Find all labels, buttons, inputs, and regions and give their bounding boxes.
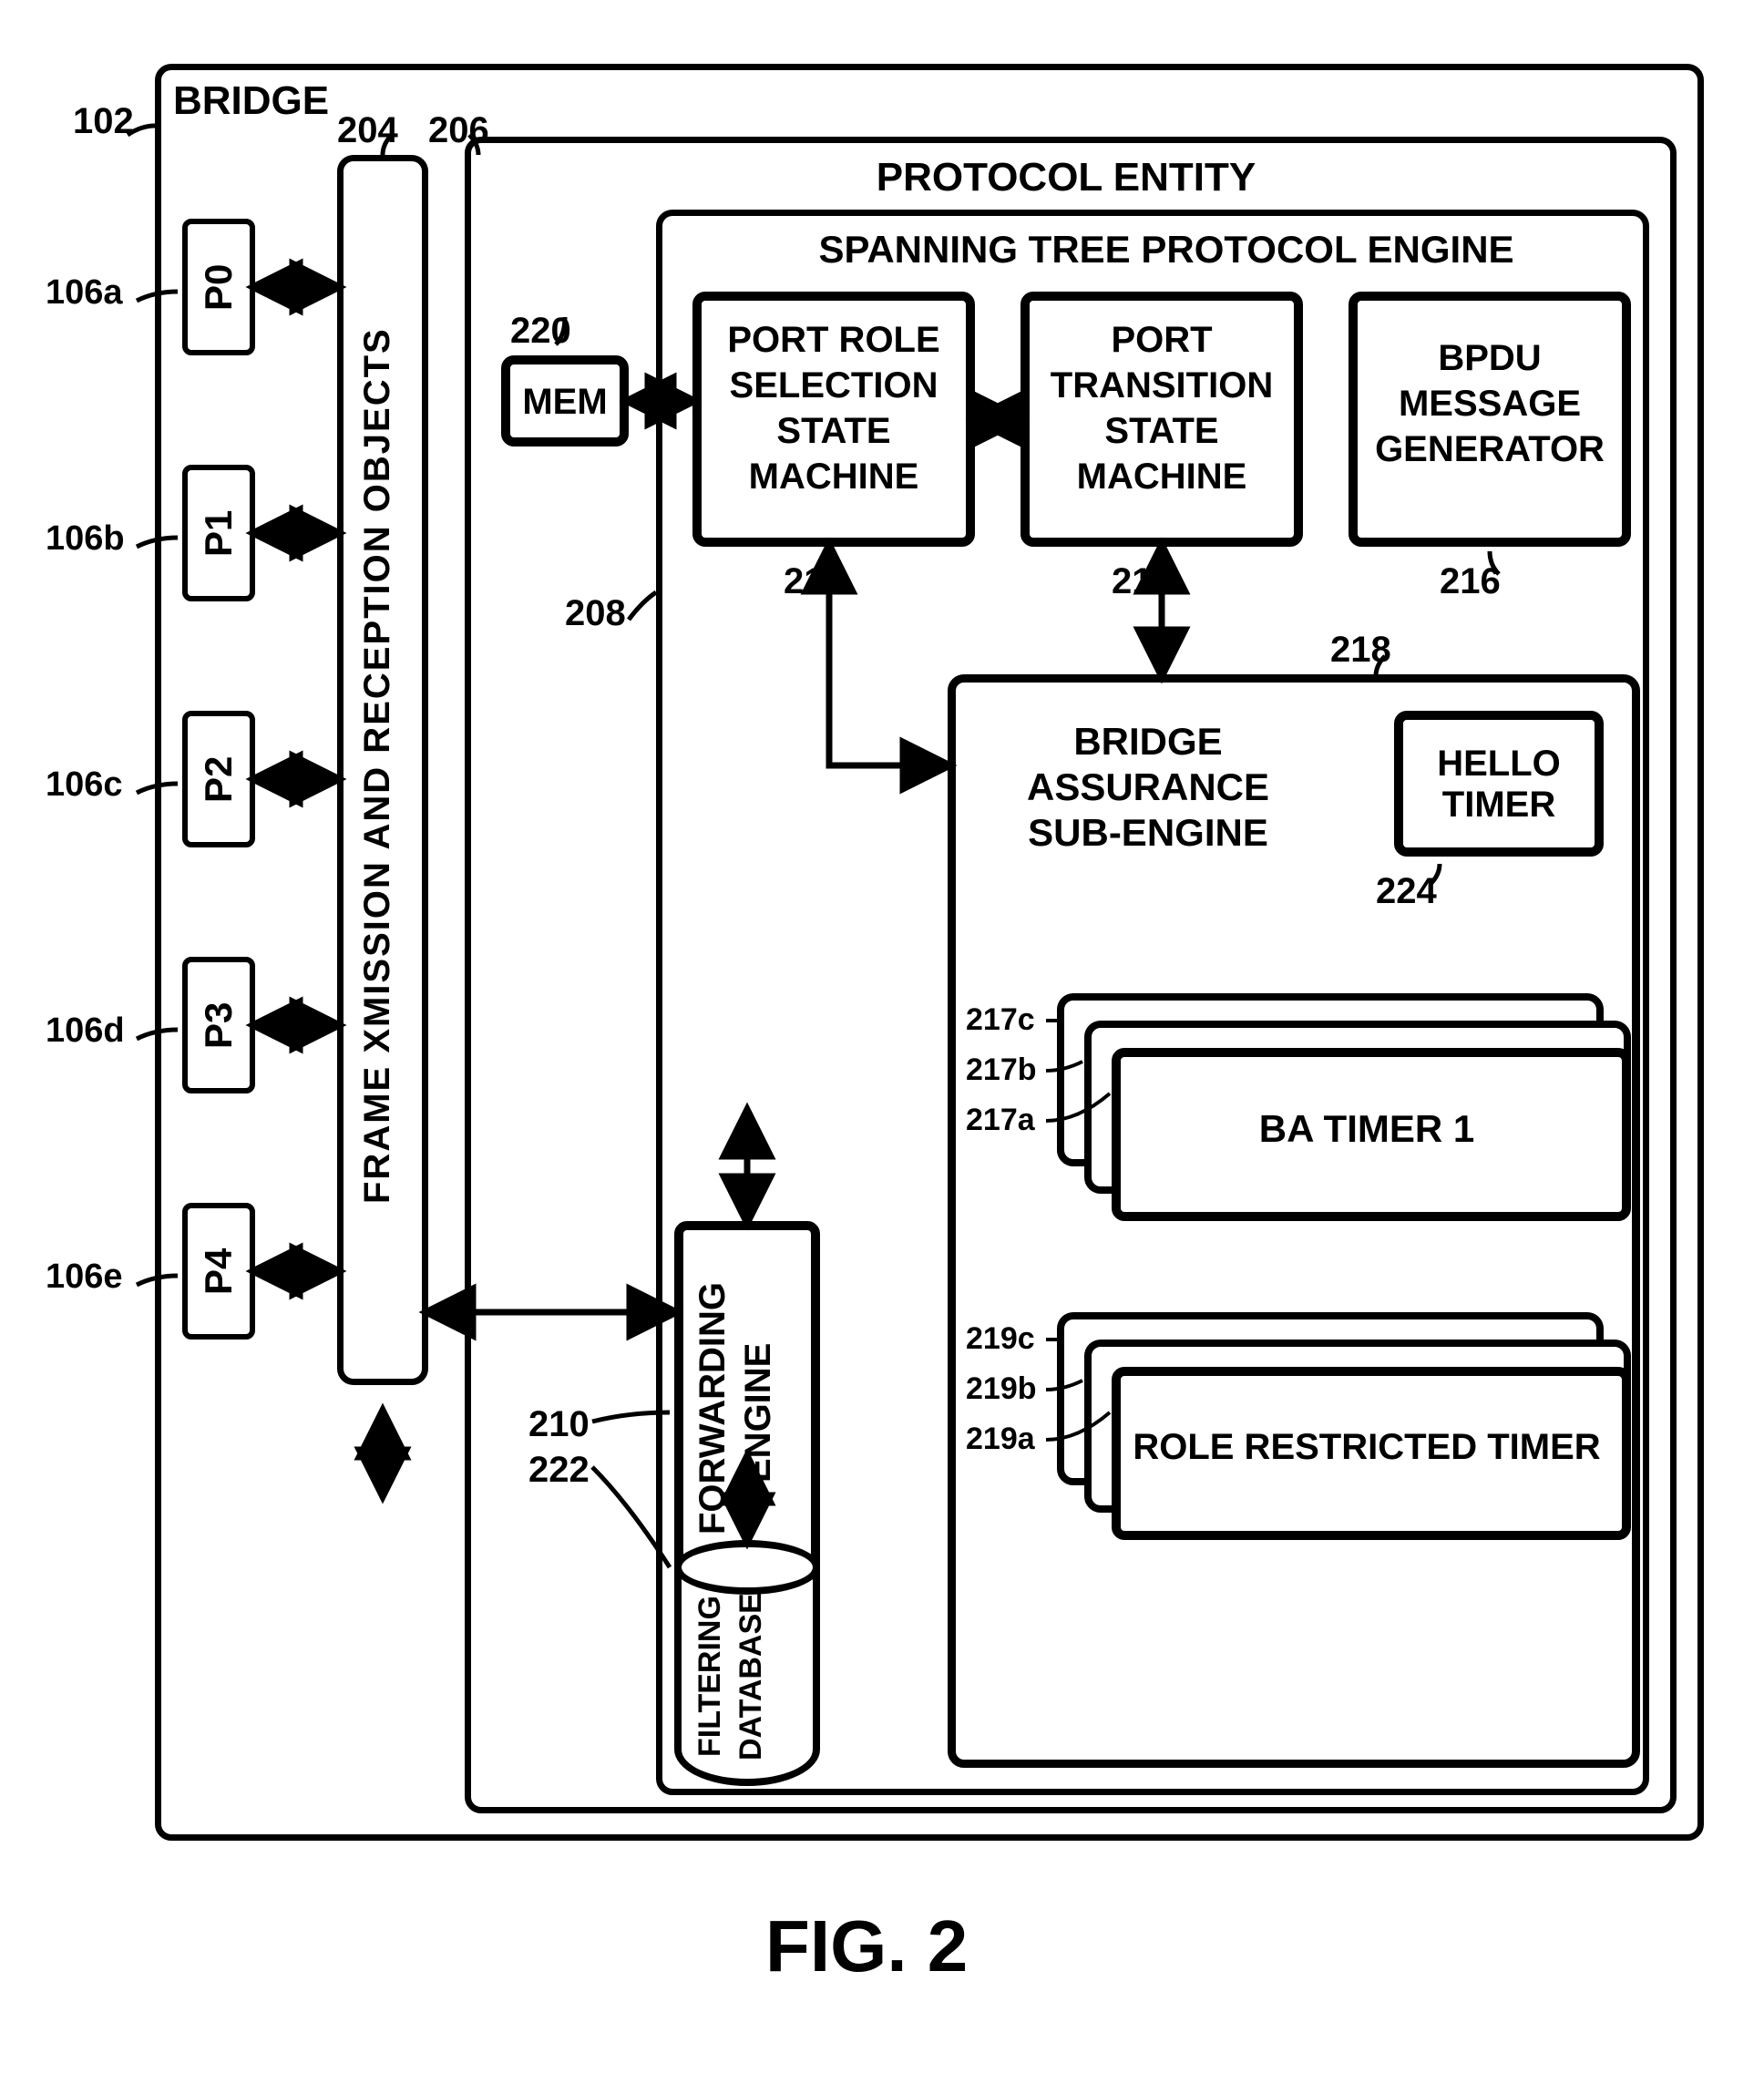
mem-ref: 220 [510,310,571,352]
filtering-l1: FILTERING [692,1586,728,1768]
stp-engine-ref: 208 [565,592,626,634]
filtering-ref: 222 [528,1449,590,1491]
forwarding-l2: ENGINE [738,1312,779,1513]
ba-timer-r0: 217c [966,1002,1035,1038]
port-p1: P1 [182,465,255,601]
protocol-entity-label: PROTOCOL ENTITY [829,155,1303,201]
role-timer-r1: 219b [966,1371,1037,1407]
port-ref-3: 106d [46,1011,125,1052]
bridge-label: BRIDGE [173,78,329,125]
filtering-l2: DATABASE [733,1581,769,1772]
ba-timer-r2: 217a [966,1103,1035,1138]
port-ref-1: 106b [46,519,125,559]
role-timer-r0: 219c [966,1321,1035,1357]
diagram-stage: BRIDGE 102 P0 P1 P2 P3 P4 106a 106b 106c… [36,36,1728,2048]
port-ref-2: 106c [46,765,123,806]
port-p3: P3 [182,957,255,1093]
port-trans-l4: MACHINE [1020,456,1303,498]
port-role-ref: 212 [784,560,845,602]
hello-l1: HELLO [1394,743,1604,785]
frame-objects-label: FRAME XMISSION AND RECEPTION OBJECTS [357,264,398,1267]
ba-sub-l2: ASSURANCE [984,765,1312,809]
frame-objects-ref: 204 [337,109,398,151]
figure-caption: FIG. 2 [765,1904,968,1988]
role-timer-r2: 219a [966,1422,1035,1457]
ba-timer-r1: 217b [966,1052,1037,1088]
bpdu-l1: BPDU [1349,337,1631,379]
port-p2: P2 [182,711,255,847]
bridge-ref: 102 [73,100,134,142]
protocol-entity-ref: 206 [428,109,489,151]
bpdu-l2: MESSAGE [1349,383,1631,425]
ba-sub-l1: BRIDGE [984,720,1312,764]
port-trans-l3: STATE [1020,410,1303,452]
port-ref-0: 106a [46,273,123,313]
hello-ref: 224 [1376,870,1437,912]
port-trans-ref: 214 [1112,560,1173,602]
port-ref-4: 106e [46,1258,123,1298]
port-role-l4: MACHINE [692,456,975,498]
hello-l2: TIMER [1394,784,1604,826]
forwarding-ref: 210 [528,1403,590,1445]
mem-label: MEM [510,381,620,423]
bpdu-ref: 216 [1440,560,1501,602]
role-timer-label: ROLE RESTRICTED TIMER [1112,1426,1622,1468]
ba-timer-label: BA TIMER 1 [1112,1107,1622,1151]
port-trans-l2: TRANSITION [1020,364,1303,406]
forwarding-l1: FORWARDING [692,1248,733,1567]
port-role-l2: SELECTION [692,364,975,406]
stp-engine-label: SPANNING TREE PROTOCOL ENGINE [747,228,1585,272]
ba-sub-ref: 218 [1330,629,1391,671]
port-p0: P0 [182,219,255,355]
port-role-l3: STATE [692,410,975,452]
ba-sub-l3: SUB-ENGINE [984,811,1312,855]
bpdu-l3: GENERATOR [1349,428,1631,470]
port-role-l1: PORT ROLE [692,319,975,361]
port-trans-l1: PORT [1020,319,1303,361]
port-p4: P4 [182,1203,255,1340]
